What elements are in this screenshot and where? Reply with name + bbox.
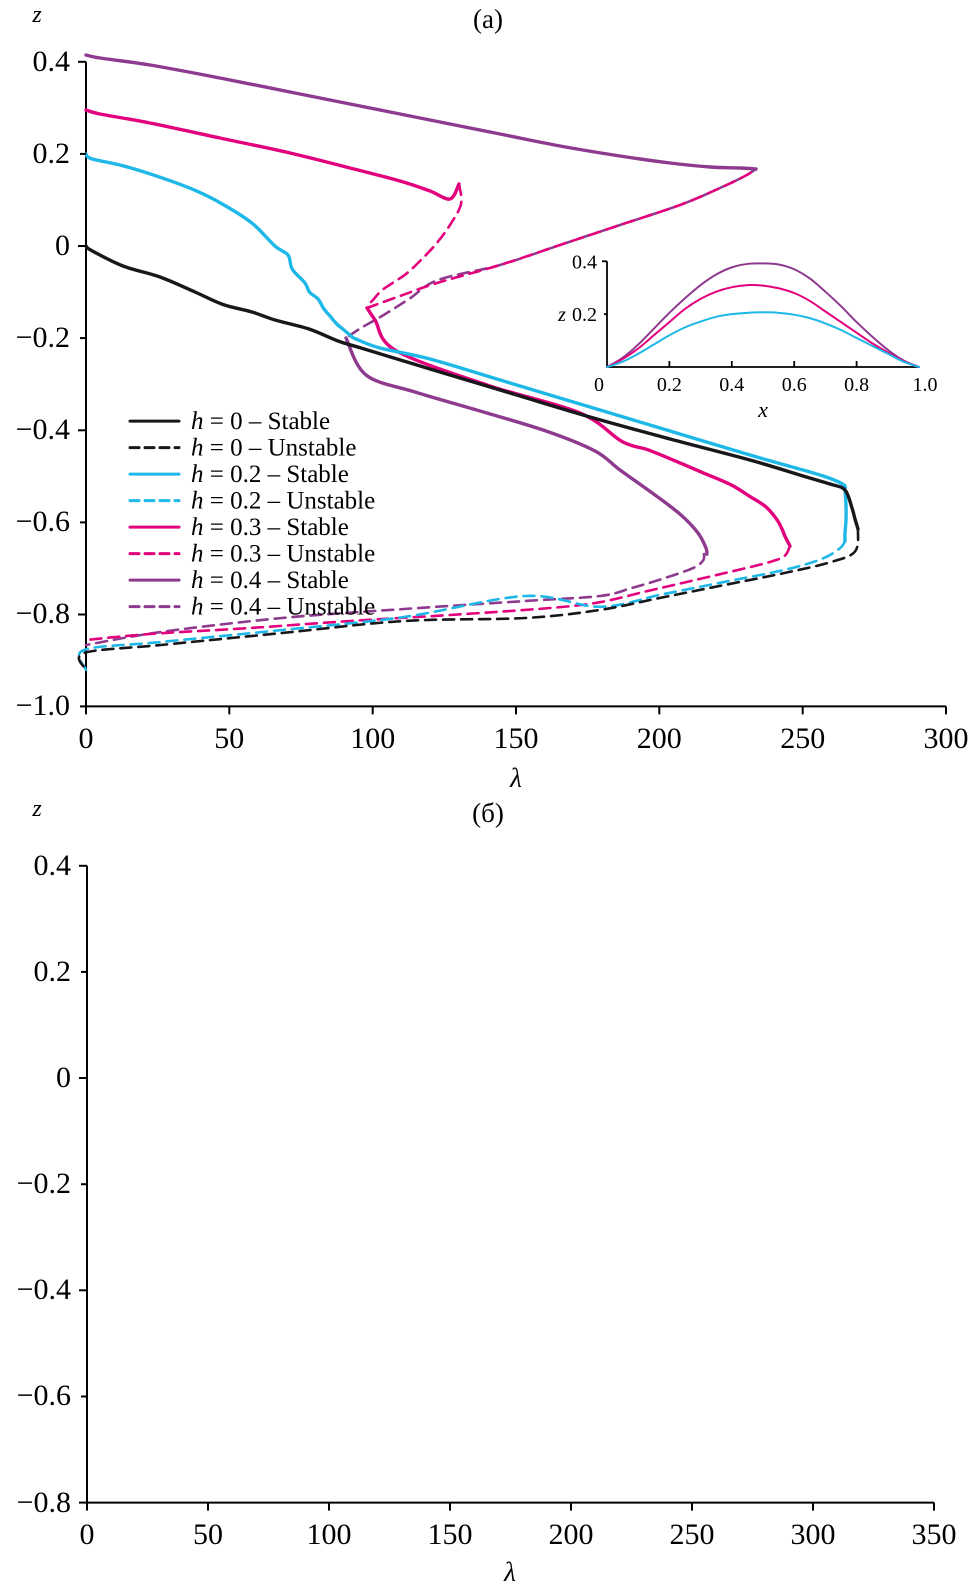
svg-text:150: 150 (428, 1518, 473, 1551)
svg-text:h = 0 – Stable: h = 0 – Stable (191, 408, 330, 435)
svg-text:−0.8: −0.8 (16, 597, 70, 630)
svg-text:0.2: 0.2 (33, 137, 71, 170)
svg-text:0.2: 0.2 (657, 374, 682, 396)
svg-text:−0.2: −0.2 (16, 321, 70, 354)
svg-text:0.8: 0.8 (844, 374, 869, 396)
svg-text:0.4: 0.4 (719, 374, 744, 396)
svg-text:0: 0 (594, 374, 604, 396)
svg-text:h = 0.3 – Stable: h = 0.3 – Stable (191, 514, 349, 541)
svg-text:z: z (31, 796, 42, 822)
svg-text:300: 300 (791, 1518, 836, 1551)
svg-text:λ: λ (509, 763, 522, 793)
svg-text:h = 0.2 – Stable: h = 0.2 – Stable (191, 461, 349, 488)
svg-text:(a): (a) (473, 4, 503, 34)
svg-text:0: 0 (55, 229, 70, 262)
svg-text:h = 0.4 – Stable: h = 0.4 – Stable (191, 567, 349, 594)
svg-text:−0.4: −0.4 (17, 1273, 71, 1306)
svg-text:150: 150 (494, 722, 539, 755)
svg-text:h = 0.4 – Unstable: h = 0.4 – Unstable (191, 594, 375, 621)
svg-text:0.4: 0.4 (33, 45, 71, 78)
svg-text:200: 200 (637, 722, 682, 755)
svg-text:0: 0 (56, 1061, 71, 1094)
svg-text:0.2: 0.2 (572, 304, 597, 326)
svg-text:λ: λ (503, 1557, 516, 1587)
svg-text:200: 200 (549, 1518, 594, 1551)
svg-text:(б): (б) (472, 798, 504, 828)
svg-text:0.6: 0.6 (782, 374, 807, 396)
svg-text:h = 0.3 – Unstable: h = 0.3 – Unstable (191, 541, 375, 568)
svg-text:x: x (757, 397, 768, 422)
svg-text:−0.4: −0.4 (16, 413, 70, 446)
svg-text:100: 100 (307, 1518, 352, 1551)
svg-text:0.4: 0.4 (34, 849, 72, 882)
svg-text:0.2: 0.2 (34, 955, 72, 988)
svg-text:250: 250 (780, 722, 825, 755)
svg-text:300: 300 (924, 722, 969, 755)
svg-text:−0.8: −0.8 (17, 1486, 71, 1519)
svg-text:h = 0.2 – Unstable: h = 0.2 – Unstable (191, 488, 375, 515)
svg-text:−0.2: −0.2 (17, 1167, 71, 1200)
svg-text:1.0: 1.0 (913, 374, 938, 396)
svg-text:0.4: 0.4 (572, 251, 597, 273)
svg-text:0: 0 (80, 1518, 95, 1551)
svg-text:−1.0: −1.0 (16, 689, 70, 722)
svg-text:350: 350 (912, 1518, 957, 1551)
svg-text:50: 50 (214, 722, 244, 755)
svg-text:0: 0 (79, 722, 94, 755)
svg-text:z: z (31, 2, 42, 28)
svg-text:z: z (557, 304, 566, 326)
svg-text:−0.6: −0.6 (16, 505, 70, 538)
svg-text:250: 250 (670, 1518, 715, 1551)
svg-text:50: 50 (193, 1518, 223, 1551)
svg-text:h = 0 – Unstable: h = 0 – Unstable (191, 435, 356, 462)
svg-text:100: 100 (350, 722, 395, 755)
svg-text:−0.6: −0.6 (17, 1379, 71, 1412)
